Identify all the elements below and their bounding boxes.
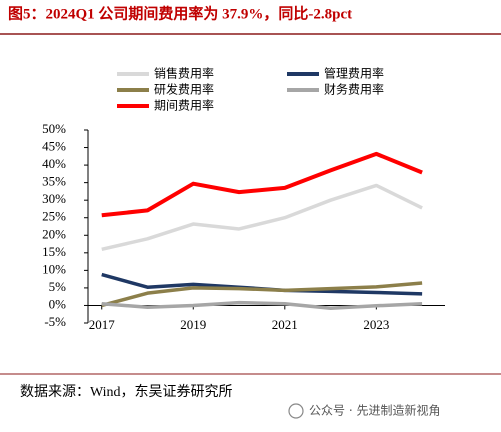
series-line [101, 300, 423, 311]
legend-label: 研发费用率 [154, 82, 214, 97]
watermark: 公众号 · 先进制造新视角 [288, 403, 440, 419]
legend-label: 管理费用率 [324, 66, 384, 81]
legend-label: 期间费用率 [154, 98, 214, 113]
y-tick-label: -5% [44, 314, 66, 329]
x-tick-label: 2017 [89, 317, 116, 332]
x-tick-label: 2019 [180, 317, 206, 332]
y-tick-label: 45% [42, 139, 66, 154]
x-tick-label: 2021 [272, 317, 298, 332]
y-tick-label: 50% [42, 121, 66, 136]
y-tick-label: 20% [42, 226, 66, 241]
x-tick-label: 2023 [363, 317, 389, 332]
y-tick-label: 35% [42, 174, 66, 189]
watermark-text: 公众号 · 先进制造新视角 [309, 403, 440, 418]
y-tick-label: 40% [42, 156, 66, 171]
source: 数据来源：Wind，东吴证券研究所 [20, 384, 233, 400]
watermark-icon [288, 403, 304, 419]
y-tick-label: 25% [42, 209, 66, 224]
y-tick-label: 30% [42, 191, 66, 206]
series-line [101, 151, 423, 218]
chart-title: 图5：2024Q1 公司期间费用率为 37.9%，同比-2.8pct [8, 4, 352, 22]
legend-label: 销售费用率 [154, 66, 214, 81]
series-line [101, 183, 423, 252]
y-tick-label: 5% [49, 279, 67, 294]
y-tick-label: 15% [42, 244, 66, 259]
y-tick-label: 0% [49, 296, 67, 311]
y-tick-label: 10% [42, 261, 66, 276]
series-line [101, 281, 423, 308]
legend-label: 财务费用率 [324, 82, 384, 97]
